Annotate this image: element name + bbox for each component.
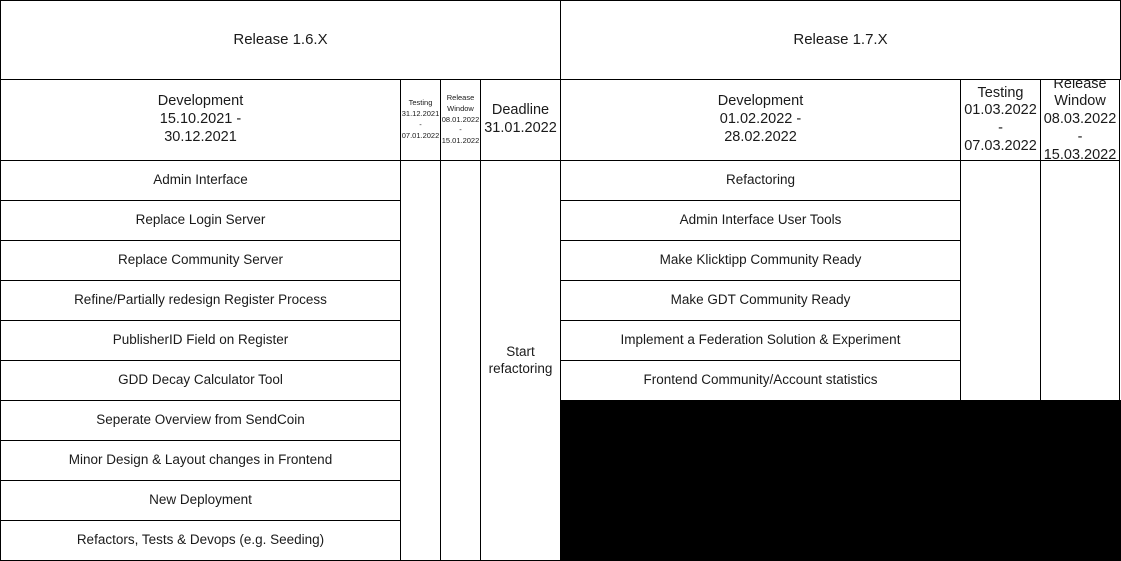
task-label: Make Klicktipp Community Ready xyxy=(659,252,862,268)
phase-testing-label: Testing 01.03.2022 - 07.03.2022 xyxy=(961,84,1040,156)
task-row[interactable]: Refine/Partially redesign Register Proce… xyxy=(0,280,401,321)
phase-release-window-label: Release Window 08.01.2022 - 15.01.2022 xyxy=(441,92,480,147)
task-row[interactable]: Frontend Community/Account statistics xyxy=(560,360,961,401)
task-row[interactable]: Replace Login Server xyxy=(0,200,401,241)
task-label: Replace Community Server xyxy=(117,252,284,268)
task-row[interactable]: Admin Interface xyxy=(0,160,401,201)
task-label: Refactoring xyxy=(725,172,796,188)
phase-header-deadline-1-6: Deadline 31.01.2022 xyxy=(480,79,561,161)
task-row[interactable]: Refactoring xyxy=(560,160,961,201)
phase-dates: 31.12.2021 - 07.01.2022 xyxy=(401,109,440,140)
testing-column-body-1-6 xyxy=(400,160,441,561)
phase-name: Deadline xyxy=(491,102,550,119)
task-label: Implement a Federation Solution & Experi… xyxy=(620,332,901,348)
phase-header-development-1-7: Development 01.02.2022 - 28.02.2022 xyxy=(560,79,961,161)
phase-release-window-label: Release Window 08.03.2022 - 15.03.2022 xyxy=(1041,79,1119,161)
release-group-title-1-7: Release 1.7.X xyxy=(560,0,1121,80)
phase-name: Testing xyxy=(977,84,1024,101)
release-window-column-body-1-7 xyxy=(1040,160,1120,401)
phase-dates: 08.03.2022 - 15.03.2022 xyxy=(1043,111,1117,161)
phase-dates: 08.01.2022 - 15.01.2022 xyxy=(441,114,480,146)
task-label: Seperate Overview from SendCoin xyxy=(96,412,305,428)
deadline-column-body-1-6: Start refactoring xyxy=(480,160,561,561)
phase-name: Testing xyxy=(408,98,433,108)
task-row[interactable]: Refactors, Tests & Devops (e.g. Seeding) xyxy=(0,520,401,561)
phase-header-release-window-1-7: Release Window 08.03.2022 - 15.03.2022 xyxy=(1040,79,1120,161)
task-label: PublisherID Field on Register xyxy=(112,332,289,348)
task-row[interactable]: Minor Design & Layout changes in Fronten… xyxy=(0,440,401,481)
testing-column-body-1-7 xyxy=(960,160,1041,401)
phase-name: Development xyxy=(717,93,804,110)
phase-header-testing-1-6: Testing 31.12.2021 - 07.01.2022 xyxy=(400,79,441,161)
task-label: New Deployment xyxy=(149,492,252,508)
release-window-column-body-1-6 xyxy=(440,160,481,561)
phase-name: Development xyxy=(157,93,244,110)
task-row[interactable]: Implement a Federation Solution & Experi… xyxy=(560,320,961,361)
release-group-title-1-6: Release 1.6.X xyxy=(0,0,561,80)
phase-testing-label: Testing 31.12.2021 - 07.01.2022 xyxy=(401,98,440,142)
task-label: Admin Interface xyxy=(153,172,248,188)
task-row[interactable]: Admin Interface User Tools xyxy=(560,200,961,241)
deadline-note-text: Start refactoring xyxy=(488,344,553,376)
phase-dates: 01.03.2022 - 07.03.2022 xyxy=(964,102,1037,154)
task-row[interactable]: GDD Decay Calculator Tool xyxy=(0,360,401,401)
phase-header-testing-1-7: Testing 01.03.2022 - 07.03.2022 xyxy=(960,79,1041,161)
task-row[interactable]: Make GDT Community Ready xyxy=(560,280,961,321)
task-row[interactable]: Seperate Overview from SendCoin xyxy=(0,400,401,441)
phase-development-label: Development 15.10.2021 - 30.12.2021 xyxy=(152,93,249,146)
task-row[interactable]: Make Klicktipp Community Ready xyxy=(560,240,961,281)
task-label: Refine/Partially redesign Register Proce… xyxy=(74,292,327,308)
release-title-text: Release 1.7.X xyxy=(793,30,888,48)
empty-black-region xyxy=(560,400,1121,561)
task-row[interactable]: New Deployment xyxy=(0,480,401,521)
task-label: Replace Login Server xyxy=(135,212,266,228)
task-label: Minor Design & Layout changes in Fronten… xyxy=(68,452,333,468)
phase-dates: 31.01.2022 xyxy=(484,120,557,136)
task-label: Refactors, Tests & Devops (e.g. Seeding) xyxy=(76,532,325,548)
phase-dates: 01.02.2022 - 28.02.2022 xyxy=(719,111,802,145)
phase-deadline-label: Deadline 31.01.2022 xyxy=(481,102,560,137)
phase-name: Release Window xyxy=(446,92,475,113)
task-row[interactable]: Replace Community Server xyxy=(0,240,401,281)
task-label: Make GDT Community Ready xyxy=(670,292,851,308)
phase-dates: 15.10.2021 - 30.12.2021 xyxy=(159,111,242,145)
release-title-text: Release 1.6.X xyxy=(233,30,328,48)
task-label: Frontend Community/Account statistics xyxy=(643,372,878,388)
phase-header-development-1-6: Development 15.10.2021 - 30.12.2021 xyxy=(0,79,401,161)
phase-name: Release Window xyxy=(1053,79,1107,110)
phase-development-label: Development 01.02.2022 - 28.02.2022 xyxy=(712,93,809,146)
phase-header-release-window-1-6: Release Window 08.01.2022 - 15.01.2022 xyxy=(440,79,481,161)
task-label: GDD Decay Calculator Tool xyxy=(118,372,283,388)
task-label: Admin Interface User Tools xyxy=(679,212,842,228)
task-row[interactable]: PublisherID Field on Register xyxy=(0,320,401,361)
